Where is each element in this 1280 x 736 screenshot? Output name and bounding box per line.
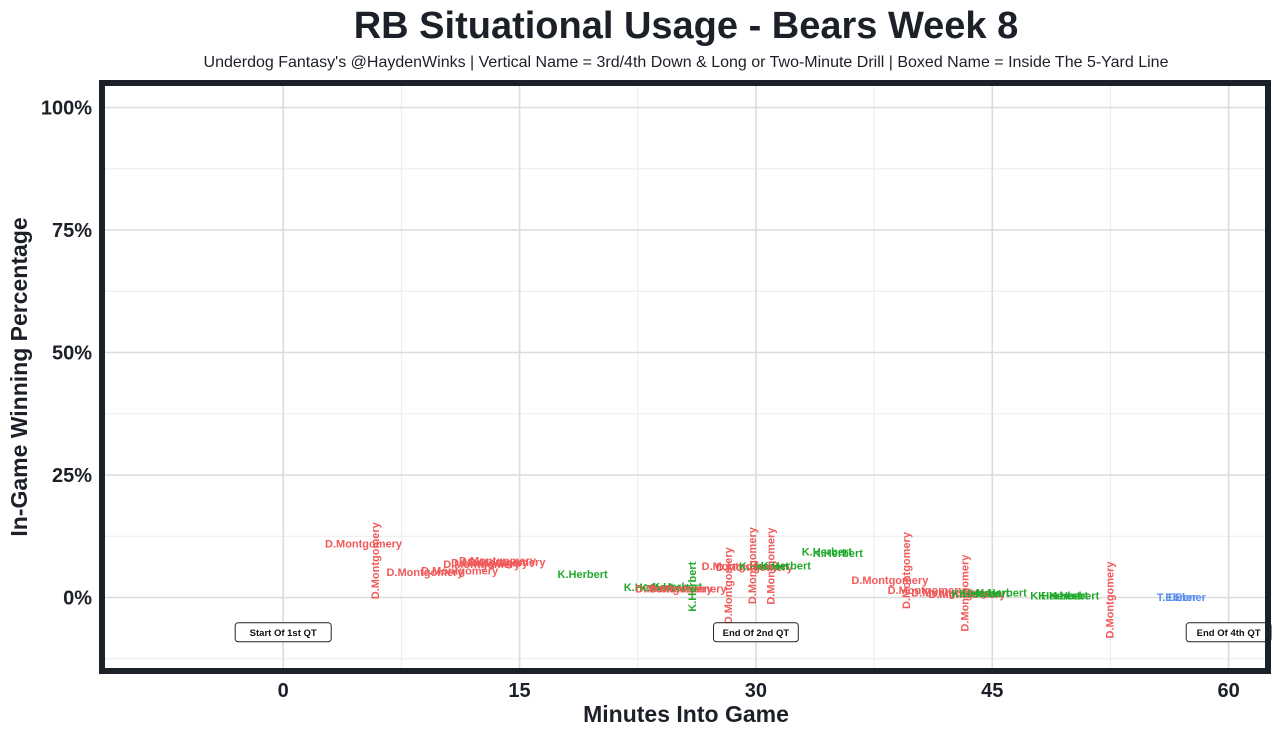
data-point-label: D.Montgomery (723, 546, 735, 624)
quarter-marker: End Of 4th QT (1185, 622, 1272, 643)
data-point-label: D.Montgomery (851, 575, 929, 587)
data-point-label: T.Ebner (1157, 592, 1197, 604)
quarter-marker-box (234, 622, 332, 643)
quarter-marker-label: End Of 4th QT (1197, 628, 1261, 639)
data-point-label: D.Montgomery (370, 521, 382, 599)
plot-frame (99, 80, 1271, 674)
x-tick-label: 30 (745, 680, 767, 702)
data-point-label: K.Herbert (761, 561, 811, 573)
data-point-label: D.Montgomery (702, 561, 780, 573)
data-point-label: K.Herbert (959, 588, 1009, 600)
chart-title: RB Situational Usage - Bears Week 8 (354, 5, 1019, 47)
y-tick-label: 100% (41, 98, 92, 120)
quarter-marker: Start Of 1st QT (234, 622, 332, 643)
data-point-label: K.Herbert (1049, 591, 1099, 603)
data-point-label: D.Montgomery (325, 539, 403, 551)
x-tick-label: 60 (1217, 680, 1239, 702)
x-axis-ticks: 0 15 30 45 60 (278, 680, 1240, 702)
data-point-label: T.Ebner (1166, 592, 1206, 604)
chart-subtitle: Underdog Fantasy's @HaydenWinks | Vertic… (204, 54, 1169, 71)
x-tick-label: 45 (981, 680, 1003, 702)
data-point-label: D.Montgomery (1104, 561, 1116, 639)
data-point-label: K.Herbert (639, 583, 689, 595)
data-point-label: D.Montgomery (443, 559, 521, 571)
data-point-label: K.Herbert (687, 561, 699, 611)
data-point-label: D.Montgomery (468, 557, 546, 569)
y-tick-label: 75% (52, 220, 92, 242)
data-point-label: D.Montgomery (888, 585, 966, 597)
grid (102, 83, 1268, 671)
quarter-markers: Start Of 1st QT End Of 2nd QT End Of 4th Q… (234, 622, 1272, 643)
data-point-label: K.Herbert (1030, 591, 1080, 603)
data-point-label: D.Montgomery (387, 567, 465, 579)
x-axis-title: Minutes Into Game (583, 701, 789, 727)
data-point-label: K.Herbert (951, 589, 1001, 601)
data-point-label: K.Herbert (1038, 591, 1088, 603)
data-point-label: K.Herbert (739, 561, 789, 573)
quarter-marker: End Of 2nd QT (713, 622, 799, 643)
data-point-label: K.Herbert (558, 569, 608, 581)
y-axis-ticks: 0% 25% 50% 75% 100% (41, 98, 92, 610)
quarter-marker-box (713, 622, 799, 643)
y-tick-label: 0% (63, 588, 92, 610)
quarter-marker-label: End Of 2nd QT (723, 628, 790, 639)
y-tick-label: 25% (52, 465, 92, 487)
data-point-label: D.Montgomery (929, 589, 1007, 601)
x-tick-label: 0 (278, 680, 289, 702)
data-point-label: K.Herbert (624, 582, 674, 594)
data-point-label: D.Montgomery (716, 562, 794, 574)
y-tick-label: 50% (52, 343, 92, 365)
data-point-label: D.Montgomery (901, 531, 913, 609)
data-point-label: D.Montgomery (911, 588, 989, 600)
y-axis-title: In-Game Winning Percentage (6, 217, 32, 536)
data-point-label: D.Montgomery (451, 558, 529, 570)
data-point-label: D.Montgomery (650, 584, 728, 596)
data-point-label: D.Montgomery (747, 526, 759, 604)
data-point-label: K.Herbert (802, 546, 852, 558)
data-point-label: D.Montgomery (766, 527, 778, 605)
quarter-marker-label: Start Of 1st QT (250, 628, 317, 639)
data-point-label: D.Montgomery (459, 556, 537, 568)
x-tick-label: 15 (508, 680, 530, 702)
data-point-label: D.Montgomery (635, 584, 713, 596)
data-point-label: D.Montgomery (959, 554, 971, 632)
data-point-label: D.Montgomery (421, 566, 499, 578)
data-point-label: K.Herbert (652, 582, 702, 594)
data-point-label: K.Herbert (813, 548, 863, 560)
data-point-label: K.Herbert (977, 588, 1027, 600)
quarter-marker-box (1185, 622, 1272, 643)
